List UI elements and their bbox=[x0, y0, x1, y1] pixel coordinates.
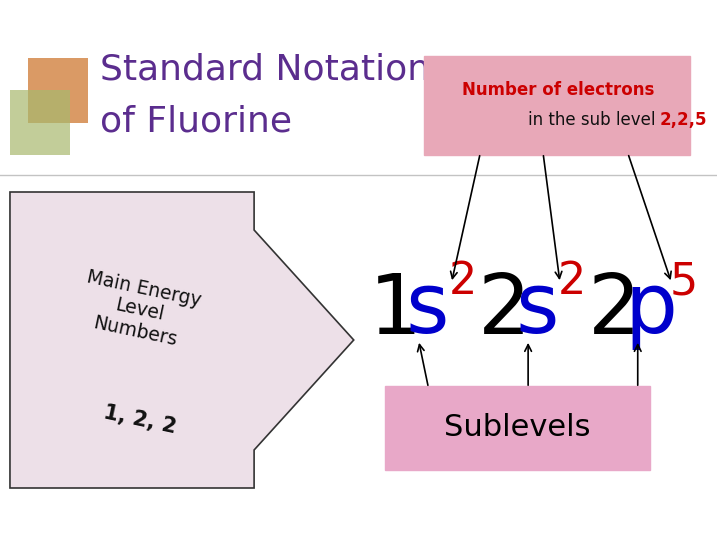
Text: 1, 2, 2: 1, 2, 2 bbox=[102, 402, 178, 437]
Text: Standard Notation: Standard Notation bbox=[99, 52, 430, 86]
Text: 2,2,5: 2,2,5 bbox=[660, 111, 707, 129]
Text: s: s bbox=[516, 269, 559, 350]
Polygon shape bbox=[10, 192, 354, 488]
Text: 1: 1 bbox=[369, 269, 422, 350]
FancyBboxPatch shape bbox=[384, 386, 649, 470]
Text: 2: 2 bbox=[449, 260, 477, 303]
Text: Number of electrons: Number of electrons bbox=[462, 81, 654, 99]
Text: p: p bbox=[625, 269, 678, 350]
Bar bbox=[28, 58, 88, 123]
Text: Main Energy
Level
Numbers: Main Energy Level Numbers bbox=[76, 267, 203, 353]
FancyBboxPatch shape bbox=[425, 56, 690, 155]
Bar bbox=[10, 90, 70, 155]
Text: of Fluorine: of Fluorine bbox=[99, 105, 292, 139]
Text: 2: 2 bbox=[478, 269, 531, 350]
Text: in the sub level: in the sub level bbox=[528, 111, 661, 129]
Text: 2: 2 bbox=[558, 260, 586, 303]
Text: s: s bbox=[405, 269, 449, 350]
Text: 2: 2 bbox=[588, 269, 641, 350]
Text: Sublevels: Sublevels bbox=[444, 414, 590, 442]
Text: 5: 5 bbox=[670, 260, 698, 303]
